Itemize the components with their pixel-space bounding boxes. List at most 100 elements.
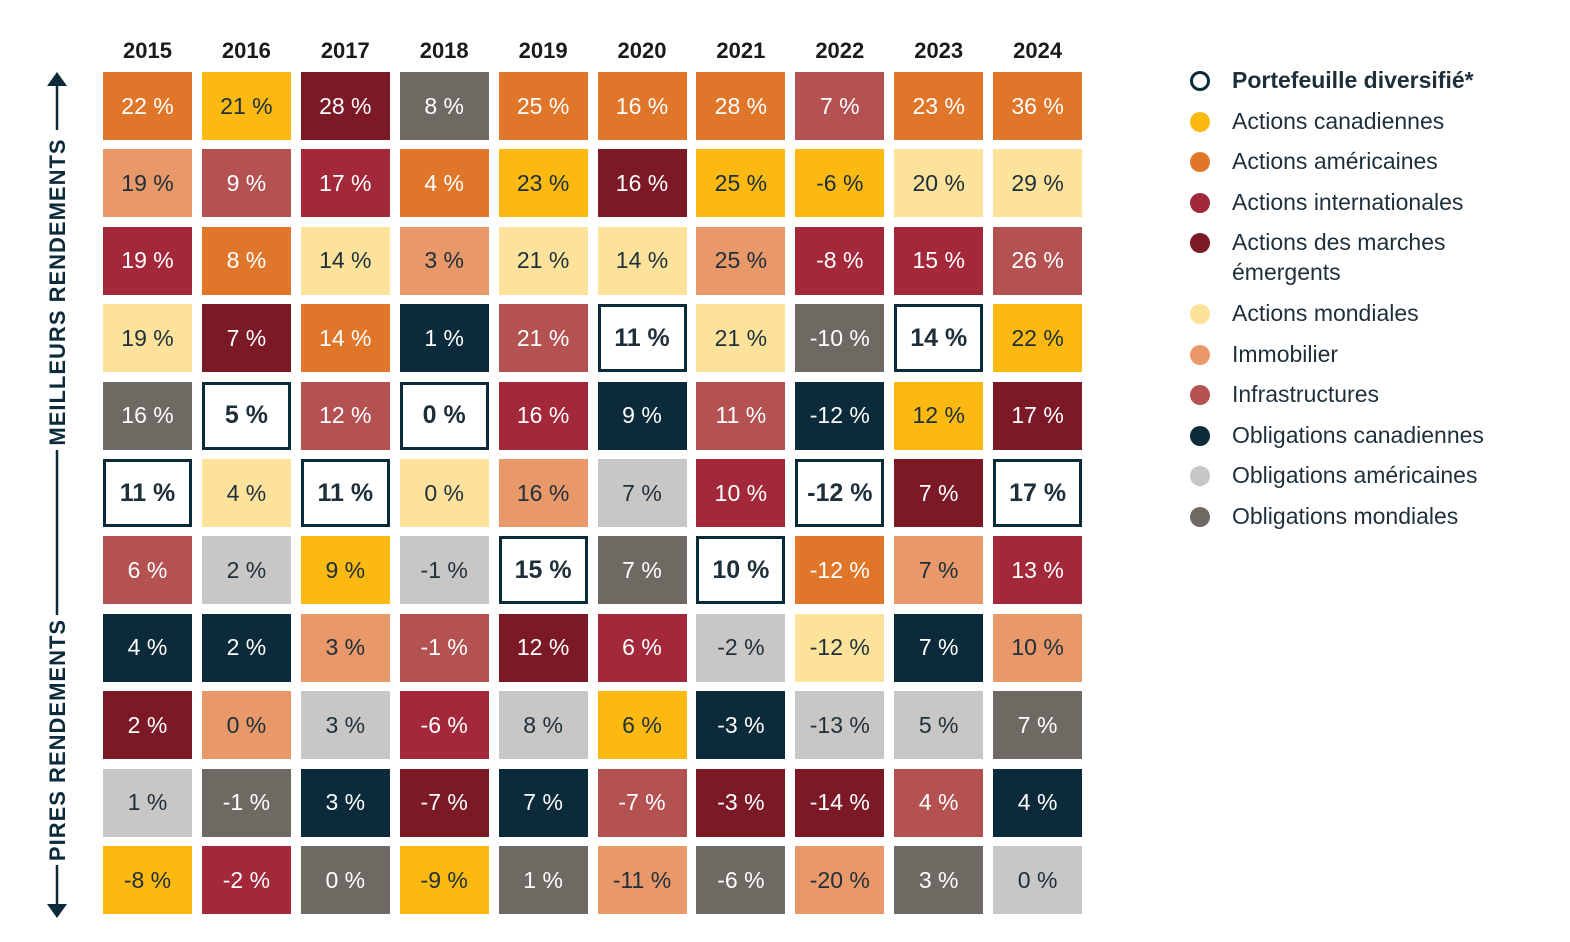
year-label: 2022 <box>815 38 865 63</box>
legend-marker <box>1190 192 1210 213</box>
return-cell: 28 % <box>300 72 390 140</box>
year-label: 2019 <box>518 38 568 63</box>
return-cell: 2 % <box>201 613 291 682</box>
return-cell: 12 % <box>498 613 588 682</box>
return-cell: 16 % <box>498 459 588 527</box>
return-cell: 14 % <box>300 304 390 373</box>
return-cell: -1 % <box>201 768 291 837</box>
return-cell: 12 % <box>894 381 984 450</box>
return-cell: 17 % <box>993 459 1083 527</box>
return-cell: 14 % <box>894 304 984 373</box>
return-cell: -13 % <box>795 691 885 760</box>
return-cell: 8 % <box>201 226 291 295</box>
return-cell: 26 % <box>993 226 1083 295</box>
return-cell: 16 % <box>597 72 687 140</box>
legend-entry: Actions des marches émergents <box>1190 229 1520 287</box>
return-cell: 11 % <box>696 381 786 450</box>
return-cell: 22 % <box>103 72 192 140</box>
legend-label: Obligations mondiales <box>1232 502 1459 529</box>
return-cell: -12 % <box>795 459 885 527</box>
legend-marker <box>1190 425 1210 446</box>
return-cell: 7 % <box>894 613 984 682</box>
return-cell: 19 % <box>103 304 192 373</box>
legend-marker <box>1190 71 1210 91</box>
return-cell: 4 % <box>103 613 192 682</box>
legend-marker <box>1190 304 1210 324</box>
return-cell: 10 % <box>696 459 786 527</box>
return-cell: 36 % <box>993 72 1083 140</box>
legend-label: Actions américaines <box>1232 148 1438 174</box>
return-cell: -6 % <box>696 846 786 914</box>
return-cell: 7 % <box>894 459 984 527</box>
return-cell: -14 % <box>795 768 885 837</box>
return-cell: 0 % <box>300 846 390 914</box>
return-cell: 22 % <box>993 304 1083 373</box>
legend-label: Actions canadiennes <box>1232 107 1445 134</box>
return-cell: 7 % <box>498 768 588 837</box>
return-cell: -12 % <box>795 613 885 682</box>
return-cell: 25 % <box>498 72 588 140</box>
legend-entry: Portefeuille diversifié* <box>1190 67 1520 95</box>
legend-entry: Actions mondiales <box>1190 300 1520 328</box>
return-cell: -7 % <box>399 768 489 837</box>
return-cell: 21 % <box>498 226 588 295</box>
return-cell: -2 % <box>201 846 291 914</box>
return-cell: 5 % <box>201 381 291 450</box>
legend-marker <box>1190 111 1210 132</box>
return-cell: -11 % <box>597 846 687 914</box>
return-cell: -12 % <box>795 536 885 605</box>
return-cell: 2 % <box>201 536 291 605</box>
legend-label: Obligations canadiennes <box>1232 421 1484 448</box>
return-cell: 9 % <box>201 149 291 218</box>
legend-entry: Actions canadiennes <box>1190 107 1520 136</box>
legend-marker <box>1190 233 1210 253</box>
return-cell: 1 % <box>103 768 192 837</box>
legend-label: Obligations américaines <box>1232 462 1478 488</box>
legend-label: Portefeuille diversifié* <box>1232 67 1474 93</box>
return-cell: 7 % <box>795 72 885 140</box>
return-cell: 21 % <box>696 304 786 373</box>
worst-label: PIRES RENDEMENTS <box>45 618 70 862</box>
return-cell: -7 % <box>597 768 687 837</box>
year-label: 2023 <box>914 38 964 63</box>
return-cell: 7 % <box>597 459 687 527</box>
return-cell: 11 % <box>300 459 390 527</box>
return-cell: 1 % <box>399 304 489 373</box>
return-cell: 9 % <box>597 381 687 450</box>
return-cell: 23 % <box>498 149 588 218</box>
return-cell: 3 % <box>894 846 984 914</box>
legend-label: Infrastructures <box>1232 381 1379 407</box>
return-cell: 19 % <box>103 226 192 295</box>
legend-label: Immobilier <box>1232 340 1339 367</box>
return-cell: 21 % <box>201 72 291 140</box>
return-cell: -9 % <box>399 846 489 914</box>
year-label: 2017 <box>320 38 370 63</box>
return-cell: 3 % <box>399 226 489 295</box>
return-cell: 28 % <box>696 72 786 140</box>
legend-label: Actions internationales <box>1232 188 1464 215</box>
return-cell: 17 % <box>993 381 1083 450</box>
return-cell: 23 % <box>894 72 984 140</box>
legend-entry: Obligations mondiales <box>1190 502 1520 531</box>
return-cell: 29 % <box>993 149 1083 218</box>
return-cell: 16 % <box>103 381 192 450</box>
return-cell: -8 % <box>795 226 885 295</box>
legend-marker <box>1190 152 1210 172</box>
return-cell: 0 % <box>399 459 489 527</box>
year-label: 2016 <box>221 38 271 63</box>
return-cell: 4 % <box>399 149 489 218</box>
return-cell: 15 % <box>894 226 984 295</box>
return-cell: 17 % <box>300 149 390 218</box>
axis-arrow <box>47 72 67 918</box>
return-cell: 3 % <box>300 613 390 682</box>
return-cell: 9 % <box>300 536 390 605</box>
return-cell: 7 % <box>201 304 291 373</box>
return-cell: -6 % <box>795 149 885 218</box>
return-cell: 15 % <box>498 536 588 605</box>
legend-marker <box>1190 466 1210 486</box>
legend-label: Actions des marches émergents <box>1232 229 1446 285</box>
return-cell: 8 % <box>498 691 588 760</box>
legend-marker <box>1190 385 1210 405</box>
return-cell: 8 % <box>399 72 489 140</box>
